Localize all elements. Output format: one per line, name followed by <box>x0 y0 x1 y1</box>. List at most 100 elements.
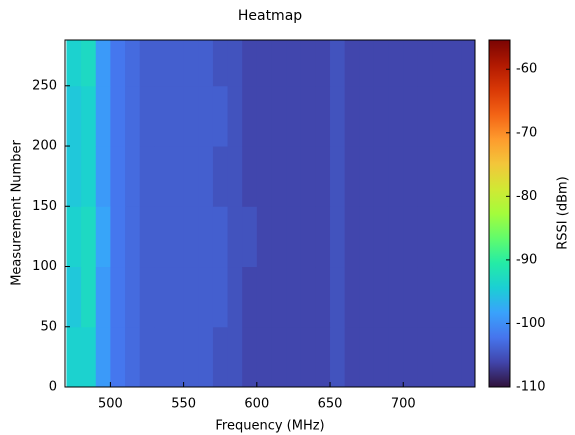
heat-cell <box>359 326 375 388</box>
heat-cell <box>81 40 97 87</box>
heat-cell <box>242 85 258 147</box>
heat-cell <box>432 326 448 388</box>
y-tick-label: 250 <box>32 78 57 93</box>
heat-cell <box>300 206 316 268</box>
heat-cell <box>198 40 214 87</box>
colorbar <box>488 39 511 388</box>
heat-cell <box>432 206 448 268</box>
heat-cell <box>168 266 185 328</box>
heat-cell <box>330 146 346 207</box>
heat-cell <box>300 146 316 207</box>
colorbar-tick-label: -70 <box>516 125 537 140</box>
heat-cell <box>286 206 302 268</box>
heat-cell <box>388 206 404 268</box>
heat-cell <box>256 326 272 388</box>
x-tick-label: 700 <box>391 397 416 412</box>
heat-cell <box>373 206 390 268</box>
heat-cell <box>95 326 111 388</box>
heat-cell <box>227 326 243 388</box>
heat-cell <box>256 40 272 87</box>
heat-cell <box>183 326 199 388</box>
heat-cell <box>256 146 272 207</box>
heat-cell <box>315 85 331 147</box>
heat-cell <box>359 206 375 268</box>
heat-cell <box>242 40 258 87</box>
heat-cell <box>212 85 229 147</box>
colorbar-tick-label: -110 <box>516 380 546 395</box>
heat-cell <box>359 40 375 87</box>
heat-cell <box>125 40 141 87</box>
heat-cell <box>271 326 287 388</box>
heat-cell <box>256 266 272 328</box>
y-tick-label: 200 <box>32 139 57 154</box>
chart-title: Heatmap <box>238 8 302 24</box>
heat-cell <box>139 40 155 87</box>
heat-cell <box>125 206 141 268</box>
heat-cell <box>81 266 97 328</box>
heat-cell <box>388 40 404 87</box>
heat-cell <box>212 40 229 87</box>
x-tick-label: 500 <box>98 397 123 412</box>
heat-cell <box>183 40 199 87</box>
heat-cell <box>110 266 126 328</box>
heat-cell <box>373 40 390 87</box>
heat-cell <box>286 266 302 328</box>
heat-cell <box>447 266 463 328</box>
heat-cell <box>81 206 97 268</box>
heat-cell <box>300 266 316 328</box>
plot-frame <box>64 39 476 388</box>
heat-cell <box>95 85 111 147</box>
heat-cell <box>432 40 448 87</box>
y-axis-label: Measurement Number <box>10 140 25 286</box>
heat-cell <box>271 85 287 147</box>
heat-cell <box>388 326 404 388</box>
heat-cell <box>330 40 346 87</box>
heat-cell <box>373 326 390 388</box>
heat-cell <box>344 326 360 388</box>
heat-cell <box>66 40 82 87</box>
heat-cell <box>139 206 155 268</box>
heat-cell <box>300 85 316 147</box>
heat-cell <box>139 266 155 328</box>
heat-cell <box>212 146 229 207</box>
colorbar-label: RSSI (dBm) <box>556 176 571 249</box>
heat-cell <box>447 85 463 147</box>
heat-cell <box>447 206 463 268</box>
x-tick-label: 600 <box>244 397 269 412</box>
heat-cell <box>286 40 302 87</box>
heat-cell <box>212 266 229 328</box>
y-tick-label: 50 <box>40 319 57 334</box>
heat-cell <box>388 146 404 207</box>
heat-cell <box>110 85 126 147</box>
heat-cell <box>168 146 185 207</box>
heat-cell <box>417 206 434 268</box>
heat-cell <box>256 206 272 268</box>
heat-cell <box>139 146 155 207</box>
heat-cell <box>432 85 448 147</box>
heat-cell <box>168 326 185 388</box>
heat-cell <box>403 266 419 328</box>
heat-cell <box>417 146 434 207</box>
heat-cell <box>344 146 360 207</box>
heat-cell <box>271 206 287 268</box>
heat-cell <box>359 146 375 207</box>
heat-cell <box>183 85 199 147</box>
heat-cell <box>125 266 141 328</box>
heat-cell <box>66 85 82 147</box>
heat-cell <box>110 326 126 388</box>
heat-cell <box>271 40 287 87</box>
heat-cell <box>198 326 214 388</box>
heat-cell <box>330 206 346 268</box>
heat-cell <box>125 146 141 207</box>
heat-cell <box>417 266 434 328</box>
heat-cell <box>300 326 316 388</box>
colorbar-tick-label: -100 <box>516 316 546 331</box>
heat-cell <box>227 266 243 328</box>
y-tick-label: 0 <box>49 380 57 395</box>
heat-cell <box>110 40 126 87</box>
heat-cell <box>125 85 141 147</box>
heat-cell <box>461 206 476 268</box>
heat-cell <box>154 85 170 147</box>
heat-cell <box>154 146 170 207</box>
heat-cell <box>110 146 126 207</box>
